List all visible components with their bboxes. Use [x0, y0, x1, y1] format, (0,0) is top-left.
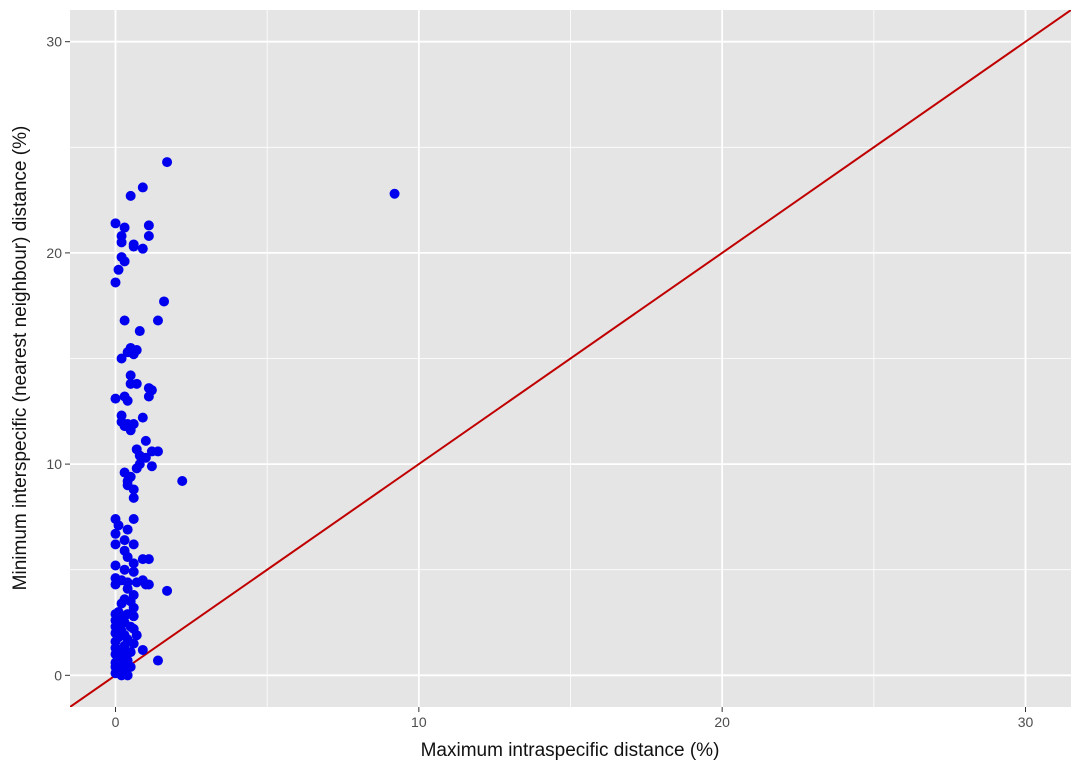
data-point [137, 182, 148, 193]
data-point [119, 256, 130, 267]
x-axis-ticks: 0 10 20 30 [112, 707, 1034, 730]
data-point [110, 218, 121, 229]
y-axis-ticks: 0 10 20 30 [46, 34, 70, 683]
data-point [125, 190, 136, 201]
data-point [143, 220, 154, 231]
major-gridlines [70, 10, 1071, 707]
data-point [128, 638, 139, 649]
y-tick-label: 10 [46, 456, 62, 472]
data-point [140, 452, 151, 463]
data-point [131, 577, 142, 588]
data-point [177, 476, 188, 487]
data-point [116, 598, 127, 609]
data-point [119, 222, 130, 233]
data-point [131, 378, 142, 389]
data-point [143, 230, 154, 241]
data-point [134, 326, 145, 337]
data-point [122, 583, 133, 594]
data-point [128, 611, 139, 622]
data-point [162, 157, 173, 168]
data-point [128, 349, 139, 360]
x-tick-label: 0 [112, 714, 120, 730]
data-point [128, 241, 139, 252]
y-tick-label: 0 [54, 667, 62, 683]
data-point [128, 484, 139, 495]
data-point [119, 535, 130, 546]
data-point [143, 579, 154, 590]
data-point [146, 461, 157, 472]
data-point [137, 243, 148, 254]
data-point [152, 446, 163, 457]
data-point [140, 435, 151, 446]
data-point [137, 644, 148, 655]
data-point [131, 463, 142, 474]
data-point [131, 630, 142, 641]
data-point [122, 524, 133, 535]
data-point [110, 393, 121, 404]
data-point [110, 539, 121, 550]
data-point [128, 602, 139, 613]
data-point [125, 425, 136, 436]
data-point [125, 370, 136, 381]
data-point [122, 552, 133, 563]
data-points [110, 157, 400, 681]
data-point [143, 554, 154, 565]
data-point [152, 315, 163, 326]
x-tick-label: 30 [1018, 714, 1034, 730]
data-point [128, 539, 139, 550]
data-point [389, 188, 400, 199]
data-point [119, 315, 130, 326]
data-point [116, 353, 127, 364]
data-point [113, 520, 124, 531]
data-point [110, 528, 121, 539]
data-point [122, 670, 133, 681]
data-point [152, 655, 163, 666]
data-point [143, 391, 154, 402]
data-point [137, 412, 148, 423]
x-axis-title: Maximum intraspecific distance (%) [421, 740, 720, 761]
x-tick-label: 20 [714, 714, 730, 730]
reference-line [70, 10, 1071, 707]
data-point [110, 560, 121, 571]
data-point [113, 264, 124, 275]
data-point [116, 237, 127, 248]
x-tick-label: 10 [411, 714, 427, 730]
data-point [128, 492, 139, 503]
y-axis-title: Minimum interspecific (nearest neighbour… [10, 126, 31, 591]
reference-line-group [70, 10, 1071, 707]
data-point [159, 296, 170, 307]
data-point [110, 277, 121, 288]
data-point [128, 558, 139, 569]
data-point [122, 395, 133, 406]
data-point [128, 566, 139, 577]
data-point [128, 514, 139, 525]
y-tick-label: 30 [46, 34, 62, 50]
data-point [162, 585, 173, 596]
data-point [110, 579, 121, 590]
y-tick-label: 20 [46, 245, 62, 261]
data-point [119, 564, 130, 575]
